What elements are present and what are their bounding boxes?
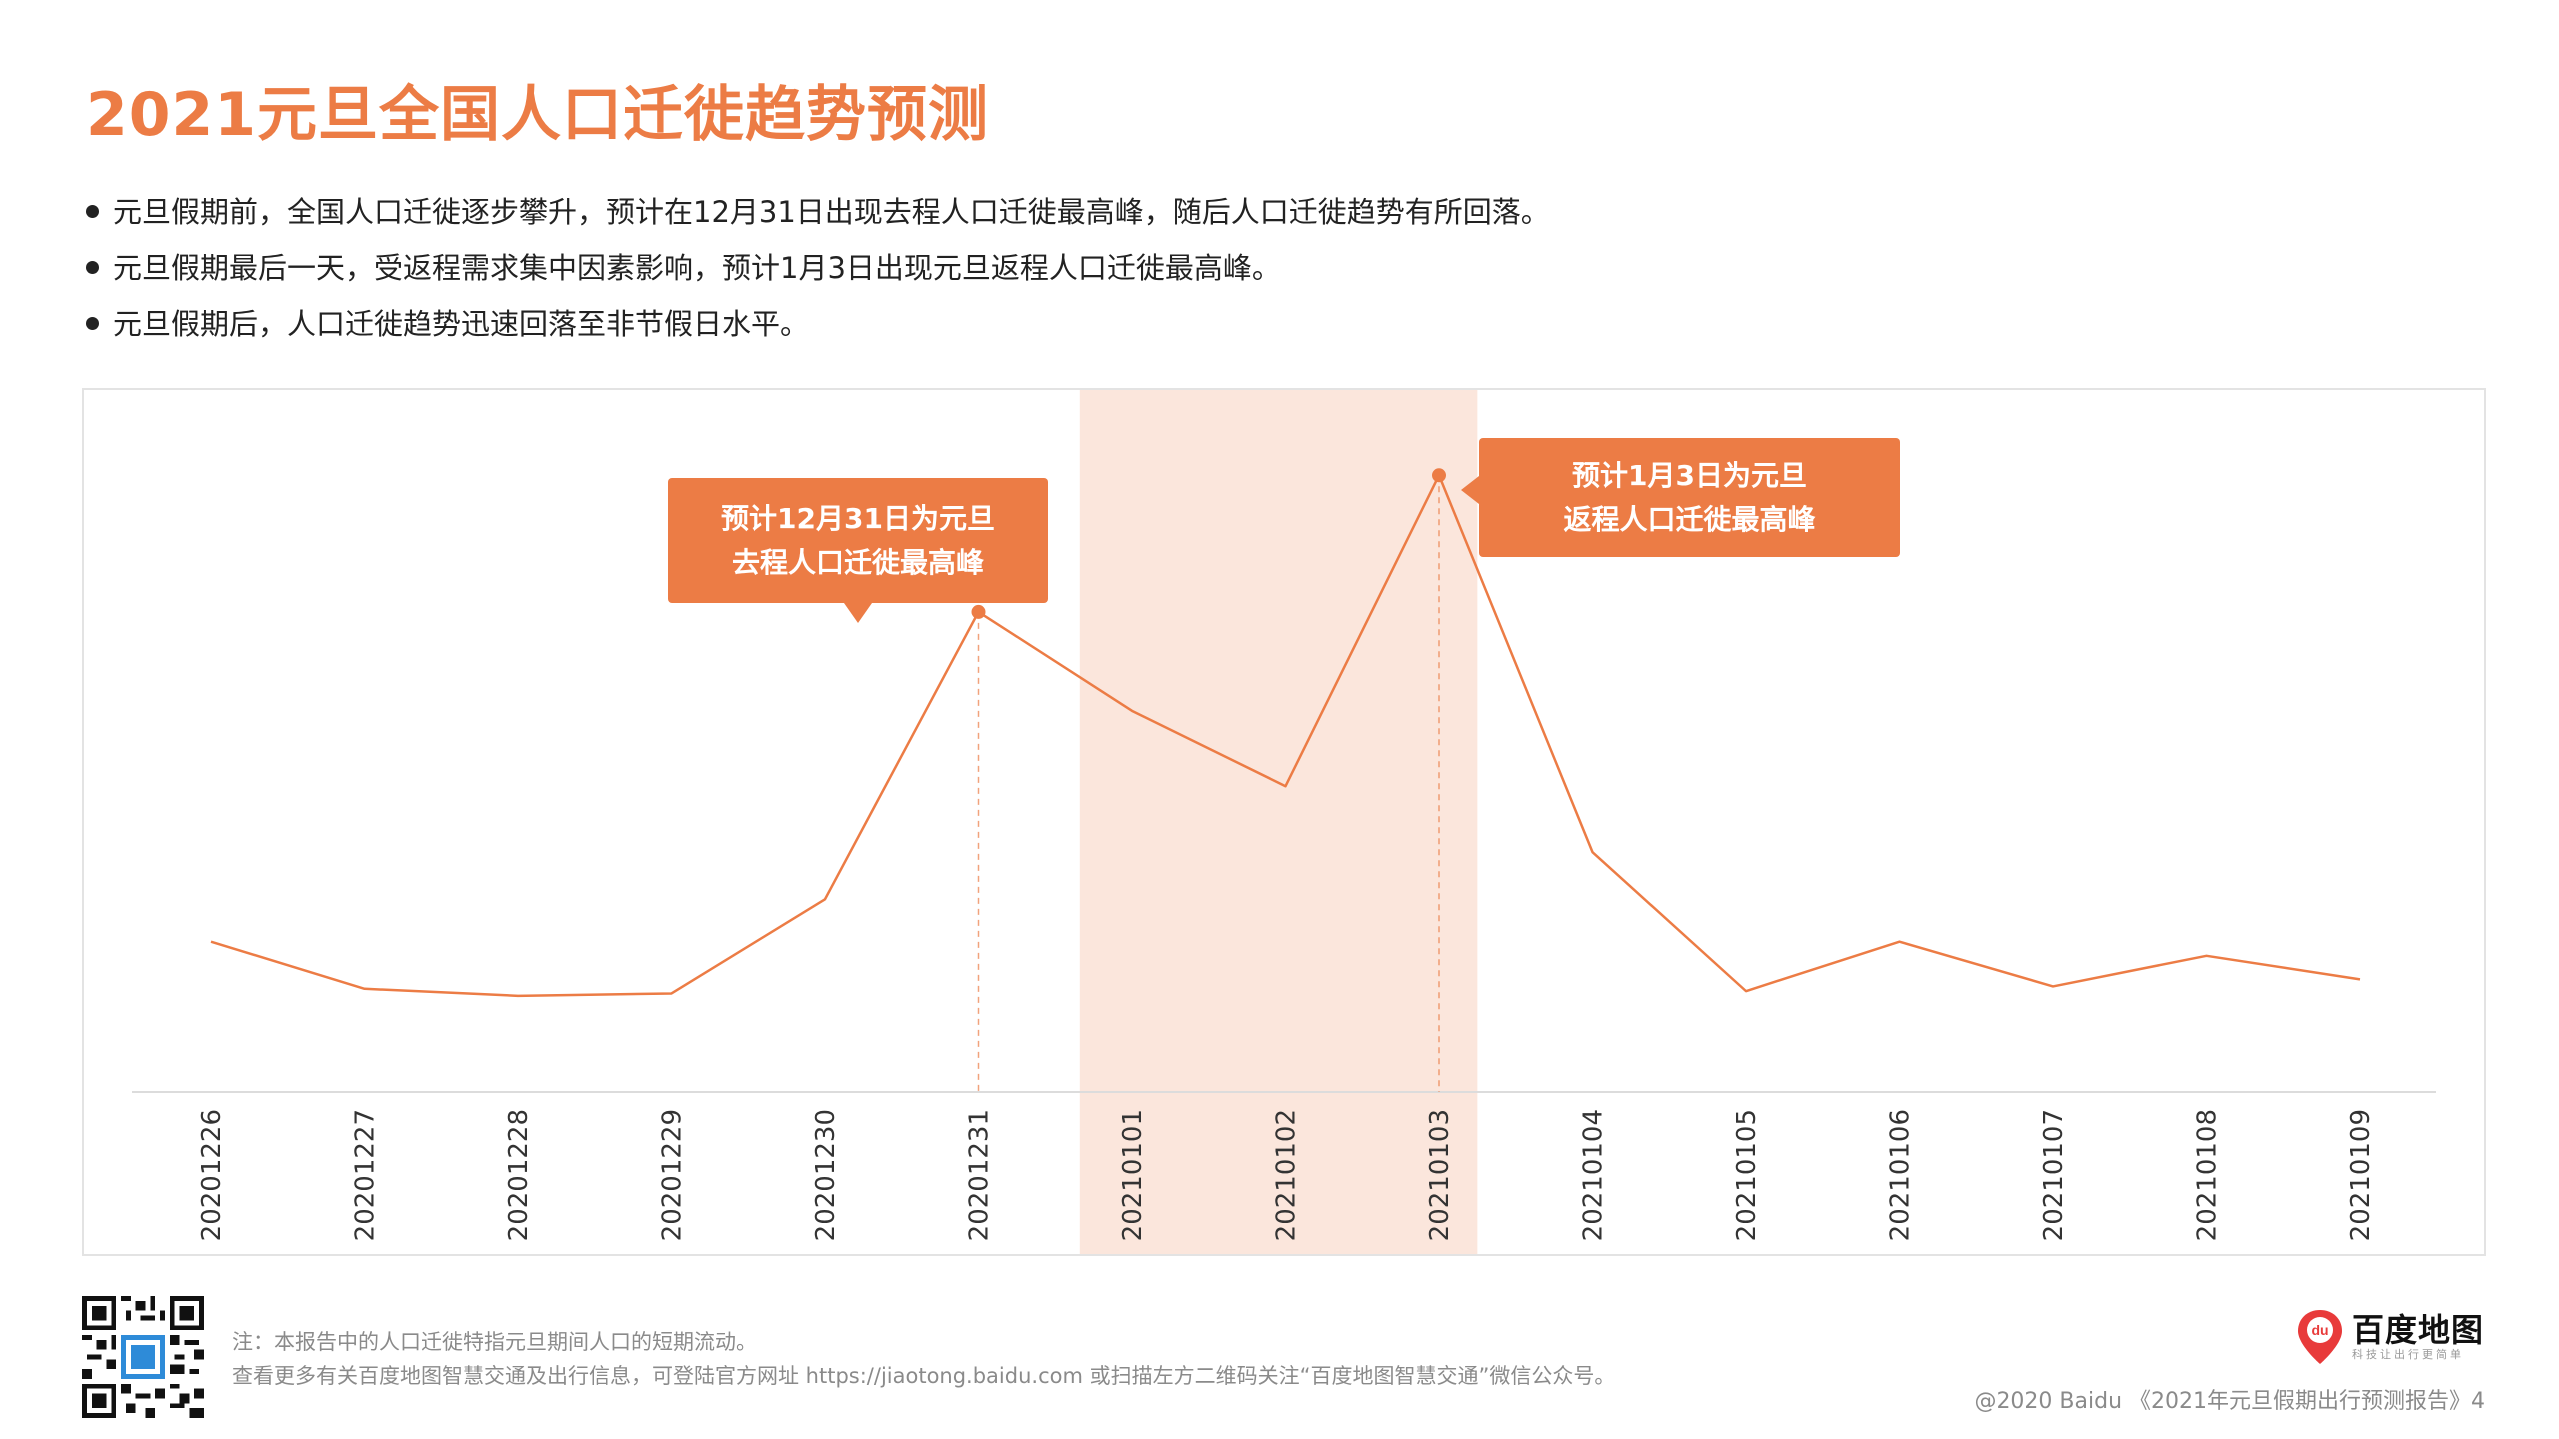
migration-line-chart: 20201226 20201227 20201228 20201229 20201230… xyxy=(132,390,2436,1254)
x-tick-label: 20210106 xyxy=(1886,1109,1916,1241)
x-tick-label: 20210101 xyxy=(1118,1109,1148,1241)
x-tick-label: 20201229 xyxy=(658,1109,688,1241)
data-point xyxy=(971,604,986,619)
x-tick-label: 20201226 xyxy=(197,1109,227,1241)
x-tick-label: 20210107 xyxy=(2039,1109,2069,1241)
bullet-item: 元旦假期最后一天，受返程需求集中因素影响，预计1月3日出现元旦返程人口迁徙最高峰… xyxy=(86,240,1550,296)
callout-outbound-peak: 预计12月31日为元旦 去程人口迁徙最高峰 xyxy=(668,478,1048,623)
bullet-dot-icon xyxy=(86,204,99,218)
page-title: 2021元旦全国人口迁徙趋势预测 xyxy=(86,80,989,150)
data-point xyxy=(1432,468,1446,483)
bullet-dot-icon xyxy=(86,260,99,274)
x-tick-label: 20210108 xyxy=(2193,1109,2223,1241)
map-pin-icon: du xyxy=(2298,1310,2342,1364)
x-tick-label: 20201231 xyxy=(965,1109,995,1241)
baidu-map-logo: du 百度地图 科技让出行更简单 xyxy=(2294,1308,2484,1366)
bullet-item: 元旦假期前，全国人口迁徙逐步攀升，预计在12月31日出现去程人口迁徙最高峰，随后… xyxy=(86,184,1550,240)
callout-line: 返程人口迁徙最高峰 xyxy=(1563,502,1816,536)
copyright: @2020 Baidu 《2021年元旦假期出行预测报告》4 xyxy=(1974,1389,2485,1414)
logo-name: 百度地图 xyxy=(2352,1311,2485,1349)
bullet-text: 元旦假期前，全国人口迁徙逐步攀升，预计在12月31日出现去程人口迁徙最高峰，随后… xyxy=(113,195,1550,229)
callout-line: 预计1月3日为元旦 xyxy=(1572,458,1807,492)
x-tick-label: 20210102 xyxy=(1272,1109,1302,1241)
footnote-note: 注：本报告中的人口迁徙特指元旦期间人口的短期流动。 xyxy=(232,1330,757,1354)
chart-panel: 20201226 20201227 20201228 20201229 20201230… xyxy=(82,388,2486,1256)
bullet-text: 元旦假期最后一天，受返程需求集中因素影响，预计1月3日出现元旦返程人口迁徙最高峰… xyxy=(113,251,1281,285)
bullet-text: 元旦假期后，人口迁徙趋势迅速回落至非节假日水平。 xyxy=(113,307,810,341)
bullet-item: 元旦假期后，人口迁徙趋势迅速回落至非节假日水平。 xyxy=(86,296,1550,352)
x-tick-label: 20210104 xyxy=(1579,1109,1609,1241)
x-tick-label: 20201228 xyxy=(504,1109,534,1241)
x-tick-label: 20210109 xyxy=(2346,1109,2376,1241)
x-tick-label: 20201230 xyxy=(811,1109,841,1241)
x-tick-label: 20210105 xyxy=(1732,1109,1762,1241)
logo-slogan: 科技让出行更简单 xyxy=(2352,1348,2464,1361)
bullet-dot-icon xyxy=(86,316,99,330)
qr-code-icon[interactable] xyxy=(82,1296,204,1418)
footnote-more-info: 查看更多有关百度地图智慧交通及出行信息，可登陆官方网址 https://jiao… xyxy=(232,1364,1616,1388)
x-tick-label: 20201227 xyxy=(351,1109,381,1241)
series-line xyxy=(210,474,2361,998)
callout-line: 去程人口迁徙最高峰 xyxy=(731,545,984,579)
callout-line: 预计12月31日为元旦 xyxy=(721,501,995,535)
bullet-list: 元旦假期前，全国人口迁徙逐步攀升，预计在12月31日出现去程人口迁徙最高峰，随后… xyxy=(86,184,1550,352)
logo-pin-text: du xyxy=(2311,1322,2328,1338)
callout-return-peak: 预计1月3日为元旦 返程人口迁徙最高峰 xyxy=(1461,438,1900,557)
x-tick-label: 20210103 xyxy=(1425,1109,1455,1241)
